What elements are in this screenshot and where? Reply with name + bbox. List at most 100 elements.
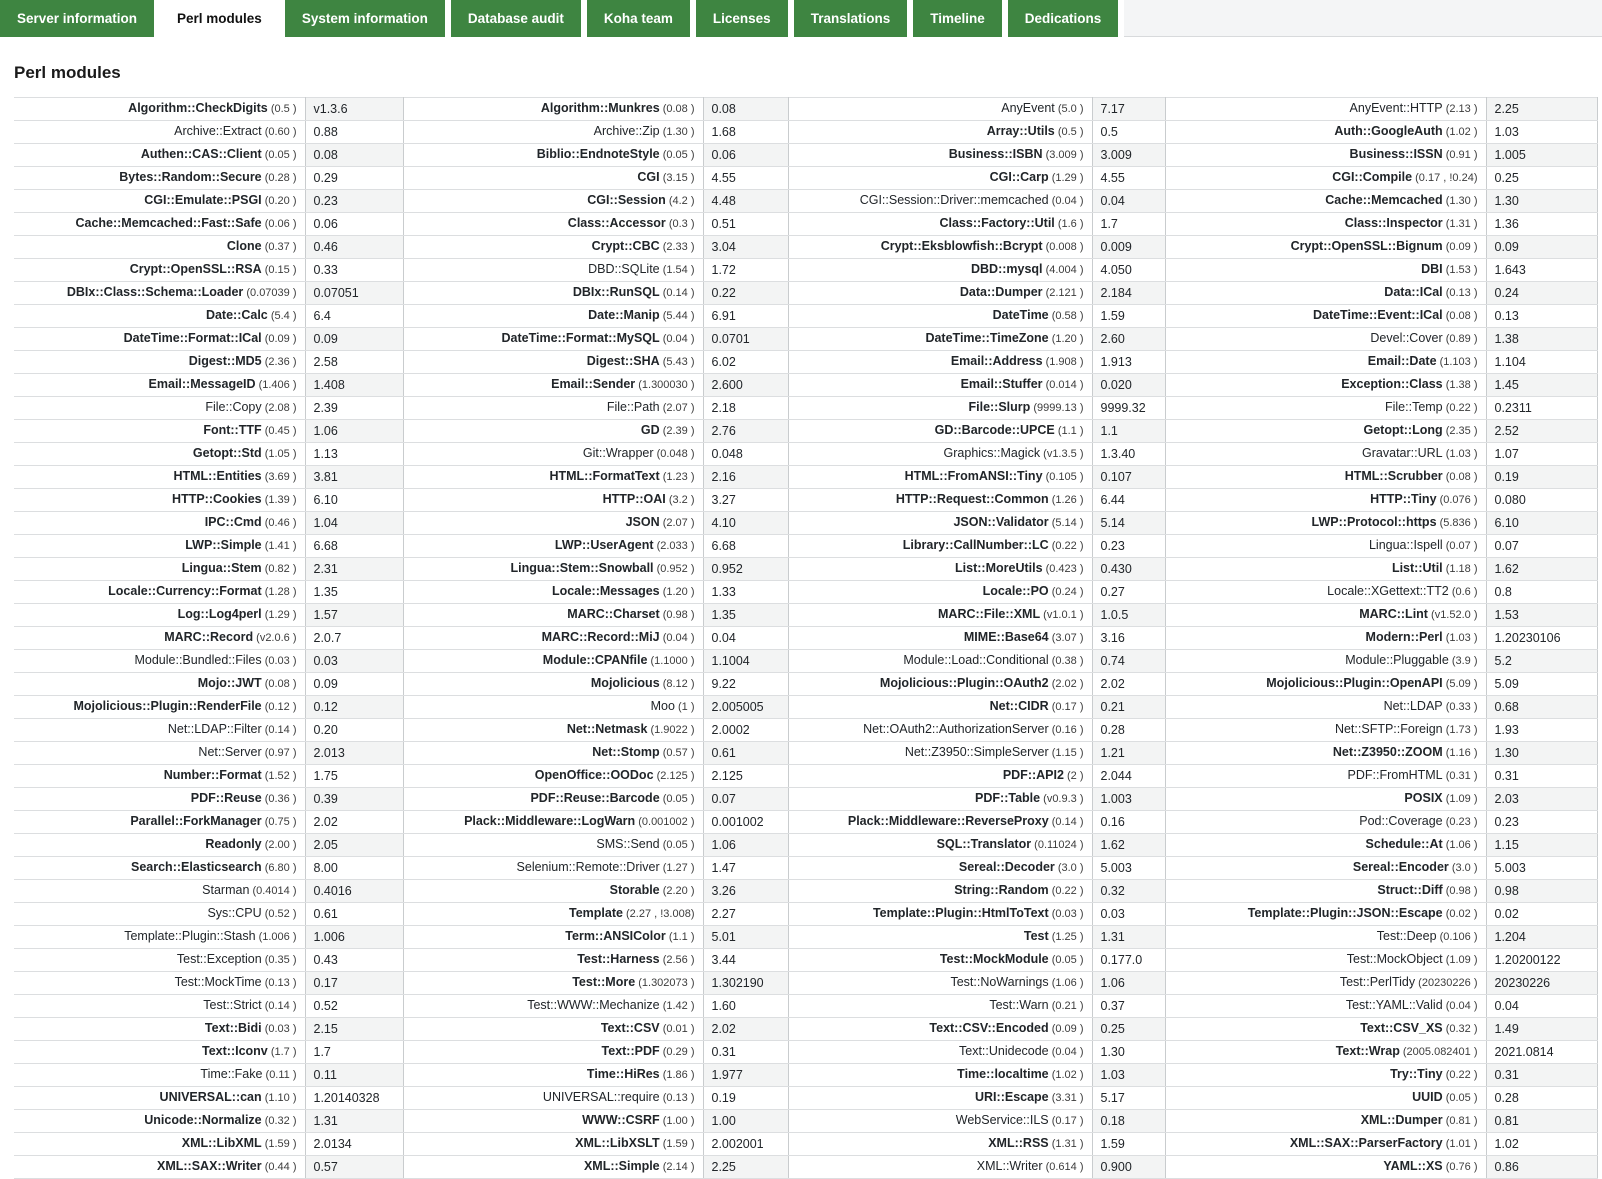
module-name-cell: Test::Exception (0.35 ): [14, 948, 305, 972]
module-required-version: (0.06 ): [261, 218, 297, 230]
module-name-cell: PDF::FromHTML (0.31 ): [1165, 764, 1486, 788]
module-required-version: (0.048 ): [653, 448, 695, 460]
module-installed-version: v1.3.6: [304, 97, 404, 121]
module-required-version: (0.98 ): [659, 609, 695, 621]
module-required-version: (1.09 ): [1442, 954, 1478, 966]
tab-translations[interactable]: Translations: [793, 0, 908, 37]
module-name: MIME::Base64: [963, 630, 1049, 644]
module-required-version: (0.24 ): [1048, 586, 1084, 598]
tab-database-audit[interactable]: Database audit: [450, 0, 581, 37]
module-required-version: (0.31 ): [1442, 770, 1478, 782]
module-name-cell: Readonly (2.00 ): [14, 833, 305, 857]
tab-timeline[interactable]: Timeline: [913, 0, 1002, 37]
module-required-version: (1.406 ): [255, 379, 297, 391]
module-required-version: (2.56 ): [659, 954, 695, 966]
module-required-version: (1.20 ): [659, 586, 695, 598]
tab-licenses[interactable]: Licenses: [695, 0, 788, 37]
module-name-cell: Locale::Messages (1.20 ): [403, 580, 703, 604]
module-name-cell: Net::Z3950::SimpleServer (1.15 ): [788, 741, 1092, 765]
tab-dedications[interactable]: Dedications: [1007, 0, 1119, 37]
module-name-cell: XML::LibXSLT (1.59 ): [403, 1132, 703, 1156]
module-row: LWP::Simple (1.41 ) 6.68 LWP::UserAgent (2…: [14, 534, 1598, 558]
module-name-cell: Struct::Diff (0.98 ): [1165, 879, 1486, 903]
module-name: Test::WWW::Mechanize: [527, 998, 660, 1012]
module-installed-version: 0.07: [1485, 534, 1598, 558]
module-required-version: (0.04 ): [1442, 1000, 1478, 1012]
module-installed-version: 0.37: [1091, 994, 1166, 1018]
module-required-version: (0.15 ): [261, 264, 297, 276]
module-name-cell: XML::LibXML (1.59 ): [14, 1132, 305, 1156]
module-required-version: (1.18 ): [1442, 563, 1478, 575]
module-required-version: (0.01 ): [659, 1023, 695, 1035]
module-required-version: (0.04 ): [1048, 195, 1084, 207]
module-name-cell: Email::MessageID (1.406 ): [14, 373, 305, 397]
module-name: Time::HiRes: [586, 1067, 660, 1081]
module-name: DateTime::Event::ICal: [1312, 308, 1443, 322]
module-required-version: (0.04 ): [659, 632, 695, 644]
module-required-version: (0.14 ): [261, 1000, 297, 1012]
module-name-cell: Crypt::Eksblowfish::Bcrypt (0.008 ): [788, 235, 1092, 259]
module-name-cell: DBI (1.53 ): [1165, 258, 1486, 282]
module-installed-version: 0.04: [702, 626, 789, 650]
module-required-version: (0.57 ): [659, 747, 695, 759]
module-name-cell: DBIx::Class::Schema::Loader (0.07039 ): [14, 281, 305, 305]
module-name-cell: Module::Bundled::Files (0.03 ): [14, 649, 305, 673]
module-required-version: (3.69 ): [261, 471, 297, 483]
module-name: Text::CSV::Encoded: [929, 1021, 1049, 1035]
module-name: URI::Escape: [975, 1090, 1049, 1104]
tab-koha-team[interactable]: Koha team: [586, 0, 690, 37]
module-name: Selenium::Remote::Driver: [516, 860, 660, 874]
module-row: UNIVERSAL::can (1.10 ) 1.20140328 UNIVERSA…: [14, 1086, 1598, 1110]
module-name-cell: Business::ISBN (3.009 ): [788, 143, 1092, 167]
module-installed-version: 0.19: [702, 1086, 789, 1110]
module-name: Plack::Middleware::LogWarn: [464, 814, 636, 828]
module-required-version: (0.08 ): [1442, 471, 1478, 483]
module-installed-version: 2.39: [304, 396, 404, 420]
module-name: HTTP::Tiny: [1370, 492, 1437, 506]
tab-system-information[interactable]: System information: [284, 0, 445, 37]
module-required-version: (1.1 ): [665, 931, 695, 943]
module-required-version: (3.07 ): [1048, 632, 1084, 644]
module-name: XML::Writer: [976, 1159, 1043, 1173]
module-name: PDF::FromHTML: [1347, 768, 1443, 782]
module-row: CGI::Emulate::PSGI (0.20 ) 0.23 CGI::Sessi…: [14, 189, 1598, 213]
tab-perl-modules[interactable]: Perl modules: [160, 0, 279, 37]
module-name-cell: Time::localtime (1.02 ): [788, 1063, 1092, 1087]
module-installed-version: 0.25: [1091, 1017, 1166, 1041]
perl-modules-table: Algorithm::CheckDigits (0.5 ) v1.3.6 Algor…: [14, 97, 1598, 1179]
module-name: Getopt::Std: [192, 446, 262, 460]
module-row: Date::Calc (5.4 ) 6.4 Date::Manip (5.44 ) 6…: [14, 304, 1598, 328]
module-name: Email::MessageID: [148, 377, 256, 391]
module-installed-version: 5.14: [1091, 511, 1166, 535]
module-required-version: (1.29 ): [1048, 172, 1084, 184]
module-name: File::Temp: [1384, 400, 1443, 414]
module-required-version: (0.37 ): [261, 241, 297, 253]
module-installed-version: 5.003: [1091, 856, 1166, 880]
module-name: SMS::Send: [596, 837, 660, 851]
module-name-cell: UNIVERSAL::require (0.13 ): [403, 1086, 703, 1110]
module-installed-version: 0.0701: [702, 327, 789, 351]
module-installed-version: 9.22: [702, 672, 789, 696]
module-name-cell: List::MoreUtils (0.423 ): [788, 557, 1092, 581]
module-name-cell: Text::Unidecode (0.04 ): [788, 1040, 1092, 1064]
module-installed-version: 0.900: [1091, 1155, 1166, 1179]
module-name: Graphics::Magick: [943, 446, 1041, 460]
module-name-cell: Data::ICal (0.13 ): [1165, 281, 1486, 305]
module-name: Term::ANSIColor: [565, 929, 666, 943]
module-installed-version: 1.21: [1091, 741, 1166, 765]
module-name: Mojo::JWT: [197, 676, 262, 690]
module-required-version: (1.1000 ): [647, 655, 695, 667]
tab-server-information[interactable]: Server information: [0, 0, 155, 37]
module-name: Sys::CPU: [207, 906, 262, 920]
module-installed-version: 1.60: [702, 994, 789, 1018]
module-installed-version: 2.03: [1485, 787, 1598, 811]
module-name: Modern::Perl: [1365, 630, 1443, 644]
module-name: Template::Plugin::HtmlToText: [872, 906, 1049, 920]
module-installed-version: 5.003: [1485, 856, 1598, 880]
module-installed-version: 7.17: [1091, 97, 1166, 121]
module-installed-version: 1.02: [1485, 1132, 1598, 1156]
module-name-cell: Algorithm::CheckDigits (0.5 ): [14, 97, 305, 121]
module-name: Locale::XGettext::TT2: [1327, 584, 1449, 598]
module-required-version: (0.05 ): [659, 149, 695, 161]
module-name: Locale::PO: [982, 584, 1049, 598]
